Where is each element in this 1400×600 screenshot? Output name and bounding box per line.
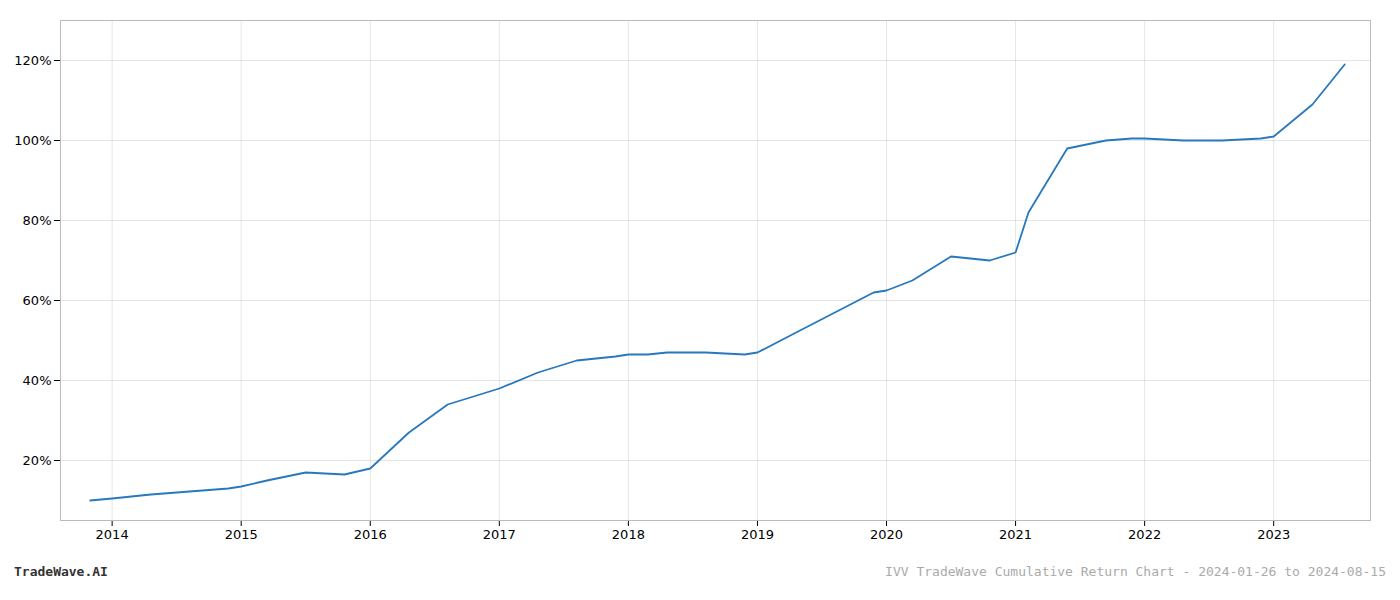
svg-text:2019: 2019 xyxy=(741,527,774,542)
svg-text:2020: 2020 xyxy=(870,527,903,542)
svg-text:80%: 80% xyxy=(23,213,52,228)
svg-text:2016: 2016 xyxy=(354,527,387,542)
svg-text:2014: 2014 xyxy=(96,527,129,542)
svg-text:20%: 20% xyxy=(23,453,52,468)
html-text:IVV TradeWave Cumulative Retur: IVV TradeWave Cumulative Return Chart - … xyxy=(885,564,1386,579)
svg-text:2021: 2021 xyxy=(999,527,1032,542)
svg-text:2015: 2015 xyxy=(225,527,258,542)
svg-text:2022: 2022 xyxy=(1128,527,1161,542)
svg-text:2018: 2018 xyxy=(612,527,645,542)
svg-text:2023: 2023 xyxy=(1257,527,1290,542)
svg-text:40%: 40% xyxy=(23,373,52,388)
svg-text:60%: 60% xyxy=(23,293,52,308)
html-text:TradeWave.AI: TradeWave.AI xyxy=(14,564,108,579)
svg-text:2017: 2017 xyxy=(483,527,516,542)
svg-text:100%: 100% xyxy=(14,133,51,148)
svg-text:120%: 120% xyxy=(14,53,51,68)
